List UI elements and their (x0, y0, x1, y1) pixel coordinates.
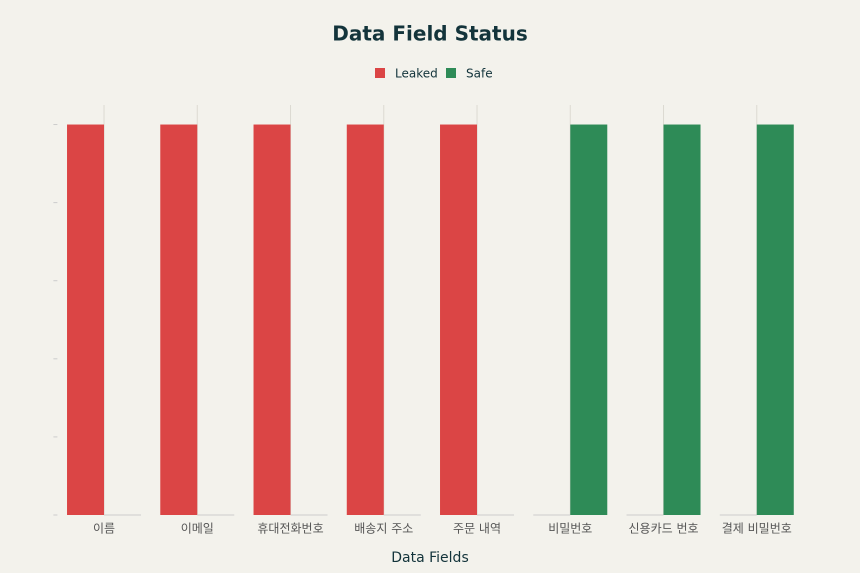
bar (253, 124, 291, 516)
bar (570, 124, 608, 516)
x-tick-label: 이름 (93, 522, 115, 536)
legend-label: Leaked (395, 67, 438, 81)
chart-title: Data Field Status (332, 22, 528, 46)
bar (440, 124, 478, 516)
bar (663, 124, 701, 516)
x-tick-label: 결제 비밀번호 (722, 522, 792, 536)
bar (67, 124, 105, 516)
bar (756, 124, 794, 516)
x-tick-label: 휴대전화번호 (257, 522, 323, 536)
x-axis-title: Data Fields (391, 550, 469, 566)
x-tick-label: 비밀번호 (548, 522, 592, 536)
bar (160, 124, 198, 516)
legend-label: Safe (466, 67, 493, 81)
legend-swatch (446, 68, 456, 78)
x-tick-label: 배송지 주소 (354, 522, 413, 536)
x-tick-label: 이메일 (181, 522, 214, 536)
legend-swatch (375, 68, 385, 78)
x-tick-label: 신용카드 번호 (628, 522, 698, 536)
bar (346, 124, 384, 516)
x-tick-label: 주문 내역 (453, 522, 501, 536)
